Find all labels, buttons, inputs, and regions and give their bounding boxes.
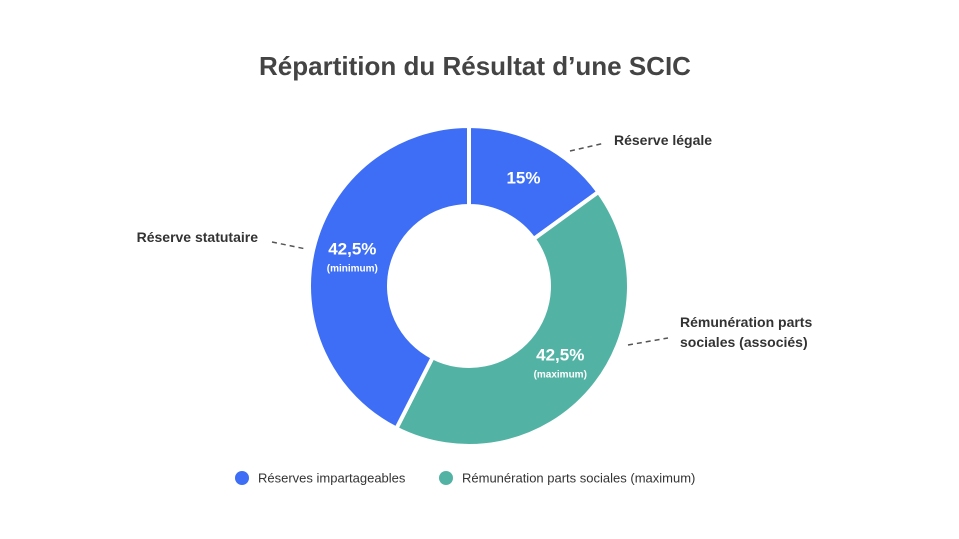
category-label: Réserve statutaire <box>136 229 258 245</box>
leader-line <box>627 337 669 346</box>
legend-label: Réserves impartageables <box>258 470 406 485</box>
value-sublabel: (minimum) <box>327 264 378 275</box>
leader-line <box>271 241 307 250</box>
slice <box>393 189 631 448</box>
category-label: Rémunération parts sociales (associés) <box>680 314 813 350</box>
value-label: 15% <box>506 169 540 188</box>
value-label: 42,5% <box>536 345 584 364</box>
slice <box>307 123 471 432</box>
value-label: 42,5% <box>328 239 376 258</box>
chart-title: Répartition du Résultat d’une SCIC <box>259 51 691 81</box>
legend-label: Rémunération parts sociales (maximum) <box>462 470 695 485</box>
legend-swatch <box>235 471 249 485</box>
category-label: Réserve légale <box>614 132 713 148</box>
value-sublabel: (maximum) <box>534 370 587 381</box>
leader-line <box>569 142 606 152</box>
legend-swatch <box>439 471 453 485</box>
